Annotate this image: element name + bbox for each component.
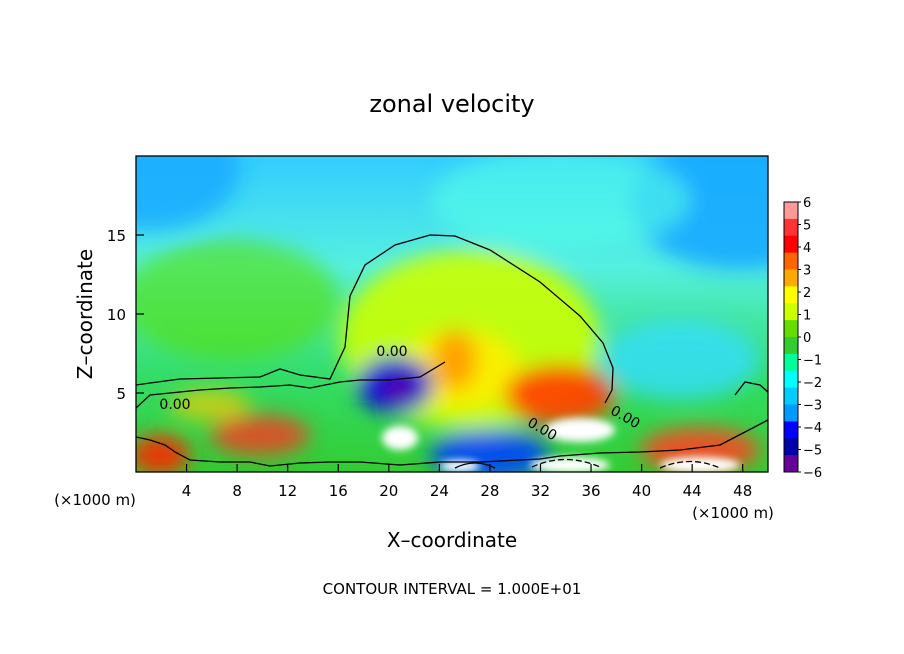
colorbar-tick-label: 6 — [803, 196, 811, 211]
contour-interval-note: CONTOUR INTERVAL = 1.000E+01 — [323, 580, 582, 598]
colorbar-swatch — [784, 286, 798, 304]
colorbar-swatch — [784, 455, 798, 473]
colorbar: 6 5 4 3 2 1 0 −1 −2 −3 −4 −5 −6 — [783, 196, 822, 481]
x-tick-label: 20 — [379, 482, 398, 500]
colorbar-tick-label: 1 — [803, 309, 811, 324]
heatmap-field — [136, 156, 768, 472]
colorbar-swatch — [784, 235, 798, 254]
colorbar-tick-label: −4 — [803, 421, 822, 436]
x-axis: 4 8 12 16 20 24 28 32 36 40 44 48 — [182, 464, 752, 500]
colorbar-swatch — [784, 421, 798, 439]
x-tick-label: 28 — [480, 482, 499, 500]
x-tick-label: 4 — [182, 482, 192, 500]
x-tick-label: 16 — [329, 482, 348, 500]
x-axis-title: X–coordinate — [387, 528, 517, 552]
y-tick-label: 15 — [107, 227, 126, 245]
colorbar-tick-label: 0 — [803, 331, 811, 346]
colorbar-swatch — [784, 387, 798, 405]
x-unit-label: (×1000 m) — [692, 504, 774, 522]
y-tick-label: 10 — [107, 306, 126, 324]
colorbar-swatch — [784, 337, 798, 355]
x-tick-label: 32 — [531, 482, 550, 500]
x-tick-label: 12 — [278, 482, 297, 500]
colorbar-swatch — [784, 303, 798, 321]
colorbar-tick-label: 4 — [803, 241, 811, 256]
colorbar-tick-label: −1 — [803, 354, 822, 369]
colorbar-swatch — [784, 218, 798, 237]
colorbar-swatch — [784, 370, 798, 389]
colorbar-tick-label: −5 — [803, 444, 822, 459]
colorbar-tick-label: −2 — [803, 376, 822, 391]
colorbar-swatch — [784, 202, 798, 220]
colorbar-swatch — [784, 404, 798, 422]
colorbar-swatch — [784, 438, 798, 456]
colorbar-swatch — [784, 320, 798, 338]
x-tick-label: 24 — [430, 482, 449, 500]
z-unit-label: (×1000 m) — [54, 491, 136, 509]
y-tick-label: 5 — [116, 385, 126, 403]
x-tick-label: 8 — [232, 482, 242, 500]
contour-label: 0.00 — [159, 397, 190, 413]
x-tick-label: 44 — [683, 482, 702, 500]
colorbar-tick-label: −3 — [803, 399, 822, 414]
x-tick-label: 36 — [581, 482, 600, 500]
y-axis: 5 10 15 — [107, 227, 144, 403]
colorbar-swatch — [784, 252, 798, 270]
x-tick-label: 48 — [733, 482, 752, 500]
zero-contour-lines — [136, 234, 768, 469]
colorbar-swatch — [784, 269, 798, 287]
colorbar-tick-label: 2 — [803, 286, 811, 301]
chart-title: zonal velocity — [369, 90, 534, 118]
colorbar-tick-label: 3 — [803, 264, 811, 279]
colorbar-swatch — [784, 353, 798, 372]
x-tick-label: 40 — [632, 482, 651, 500]
colorbar-tick-label: −6 — [803, 466, 822, 481]
colorbar-tick-label: 5 — [803, 219, 811, 234]
y-axis-title: Z–coordinate — [73, 249, 97, 379]
contour-label: 0.00 — [376, 344, 407, 360]
